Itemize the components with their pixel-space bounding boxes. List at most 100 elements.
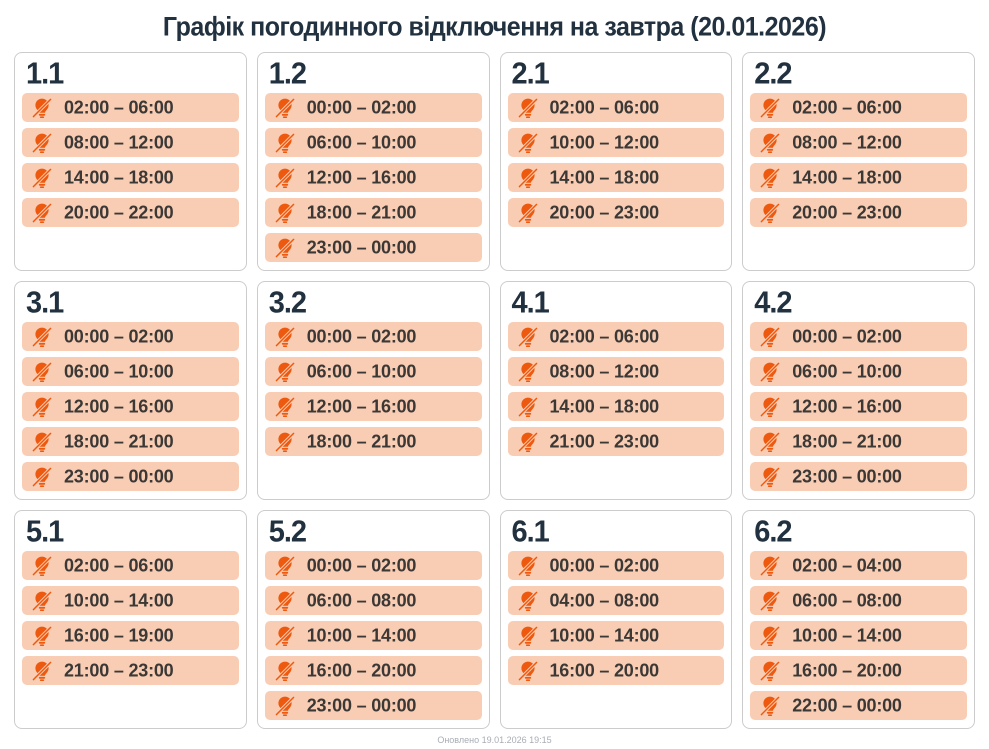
- group-label: 5.2: [268, 515, 307, 549]
- slot-list: 02:00 – 06:00 08:00 – 12:00: [507, 322, 725, 456]
- outage-timeslot: 06:00 – 10:00: [22, 357, 239, 386]
- light-off-icon: [758, 430, 782, 454]
- outage-timeslot: 14:00 – 18:00: [750, 163, 967, 192]
- group-card: 2.1 02:00 – 06:00: [499, 52, 733, 271]
- light-off-icon: [516, 131, 540, 155]
- outage-timeslot: 23:00 – 00:00: [264, 691, 482, 720]
- group-card: 1.2 00:00 – 02:00: [256, 52, 490, 271]
- outage-timeslot: 14:00 – 18:00: [507, 163, 725, 192]
- outage-timeslot: 06:00 – 10:00: [264, 128, 482, 157]
- light-off-icon: [758, 360, 782, 384]
- outage-timeslot: 21:00 – 23:00: [22, 656, 239, 685]
- outage-timeslot: 10:00 – 14:00: [22, 586, 239, 615]
- outage-timeslot: 16:00 – 20:00: [750, 656, 967, 685]
- timeslot-range: 00:00 – 02:00: [549, 554, 660, 576]
- groups-grid: 1.1 02:00 – 06:00: [0, 52, 989, 729]
- timeslot-range: 00:00 – 02:00: [306, 325, 417, 347]
- group-card: 2.2 02:00 – 06:00: [742, 52, 975, 271]
- group-card: 4.2 00:00 – 02:00: [742, 281, 975, 500]
- timeslot-range: 12:00 – 16:00: [792, 395, 902, 417]
- timeslot-range: 04:00 – 08:00: [549, 589, 660, 611]
- light-off-icon: [273, 360, 297, 384]
- outage-timeslot: 10:00 – 14:00: [264, 621, 482, 650]
- timeslot-range: 08:00 – 12:00: [792, 131, 902, 153]
- timeslot-range: 12:00 – 16:00: [64, 395, 174, 417]
- timeslot-range: 00:00 – 02:00: [792, 325, 902, 347]
- light-off-icon: [30, 624, 54, 648]
- outage-timeslot: 00:00 – 02:00: [264, 551, 482, 580]
- timeslot-range: 23:00 – 00:00: [306, 236, 417, 258]
- light-off-icon: [30, 131, 54, 155]
- slot-list: 00:00 – 02:00 06:00 – 08:00: [264, 551, 482, 720]
- outage-timeslot: 08:00 – 12:00: [750, 128, 967, 157]
- outage-timeslot: 02:00 – 06:00: [750, 93, 967, 122]
- timeslot-range: 16:00 – 20:00: [306, 659, 417, 681]
- outage-timeslot: 18:00 – 21:00: [750, 427, 967, 456]
- group-label: 6.1: [511, 515, 550, 549]
- light-off-icon: [273, 325, 297, 349]
- group-card: 6.2 02:00 – 04:00: [742, 510, 975, 729]
- light-off-icon: [758, 201, 782, 225]
- outage-timeslot: 18:00 – 21:00: [22, 427, 239, 456]
- light-off-icon: [758, 659, 782, 683]
- outage-timeslot: 23:00 – 00:00: [264, 233, 482, 262]
- light-off-icon: [30, 166, 54, 190]
- outage-timeslot: 06:00 – 08:00: [750, 586, 967, 615]
- light-off-icon: [516, 96, 540, 120]
- timeslot-range: 20:00 – 22:00: [64, 201, 174, 223]
- timeslot-range: 14:00 – 18:00: [549, 395, 660, 417]
- timeslot-range: 14:00 – 18:00: [64, 166, 174, 188]
- timeslot-range: 18:00 – 21:00: [306, 430, 417, 452]
- timeslot-range: 12:00 – 16:00: [306, 395, 417, 417]
- timeslot-range: 02:00 – 06:00: [549, 325, 660, 347]
- group-label: 6.2: [754, 515, 792, 549]
- timeslot-range: 20:00 – 23:00: [792, 201, 902, 223]
- light-off-icon: [30, 201, 54, 225]
- slot-list: 00:00 – 02:00 06:00 – 10:00: [750, 322, 967, 491]
- light-off-icon: [516, 360, 540, 384]
- outage-timeslot: 00:00 – 02:00: [22, 322, 239, 351]
- slot-list: 02:00 – 06:00 08:00 – 12:00: [750, 93, 967, 227]
- light-off-icon: [273, 554, 297, 578]
- light-off-icon: [30, 430, 54, 454]
- group-card: 3.1 00:00 – 02:00: [14, 281, 247, 500]
- timeslot-range: 16:00 – 19:00: [64, 624, 174, 646]
- timeslot-range: 23:00 – 00:00: [306, 694, 417, 716]
- timeslot-range: 10:00 – 14:00: [792, 624, 902, 646]
- group-label: 1.2: [268, 57, 307, 91]
- slot-list: 00:00 – 02:00 06:00 – 10:00: [264, 93, 482, 262]
- outage-timeslot: 16:00 – 19:00: [22, 621, 239, 650]
- timeslot-range: 02:00 – 06:00: [64, 554, 174, 576]
- outage-timeslot: 16:00 – 20:00: [507, 656, 725, 685]
- timeslot-range: 00:00 – 02:00: [64, 325, 174, 347]
- light-off-icon: [516, 325, 540, 349]
- timeslot-range: 06:00 – 10:00: [306, 360, 417, 382]
- light-off-icon: [758, 554, 782, 578]
- group-label: 2.2: [754, 57, 792, 91]
- light-off-icon: [30, 96, 54, 120]
- light-off-icon: [273, 589, 297, 613]
- light-off-icon: [758, 96, 782, 120]
- timeslot-range: 06:00 – 10:00: [64, 360, 174, 382]
- light-off-icon: [273, 624, 297, 648]
- light-off-icon: [30, 589, 54, 613]
- outage-timeslot: 00:00 – 02:00: [264, 322, 482, 351]
- outage-timeslot: 06:00 – 10:00: [264, 357, 482, 386]
- light-off-icon: [30, 465, 54, 489]
- timeslot-range: 23:00 – 00:00: [64, 465, 174, 487]
- outage-timeslot: 02:00 – 06:00: [507, 93, 725, 122]
- timeslot-range: 06:00 – 08:00: [792, 589, 902, 611]
- light-off-icon: [516, 659, 540, 683]
- light-off-icon: [273, 395, 297, 419]
- timeslot-range: 08:00 – 12:00: [64, 131, 174, 153]
- timeslot-range: 16:00 – 20:00: [549, 659, 660, 681]
- timeslot-range: 22:00 – 00:00: [792, 694, 902, 716]
- light-off-icon: [273, 430, 297, 454]
- light-off-icon: [273, 659, 297, 683]
- page-title: Графік погодинного відключення на завтра…: [162, 11, 827, 43]
- outage-timeslot: 00:00 – 02:00: [750, 322, 967, 351]
- outage-timeslot: 22:00 – 00:00: [750, 691, 967, 720]
- group-label: 4.1: [511, 286, 550, 320]
- light-off-icon: [758, 325, 782, 349]
